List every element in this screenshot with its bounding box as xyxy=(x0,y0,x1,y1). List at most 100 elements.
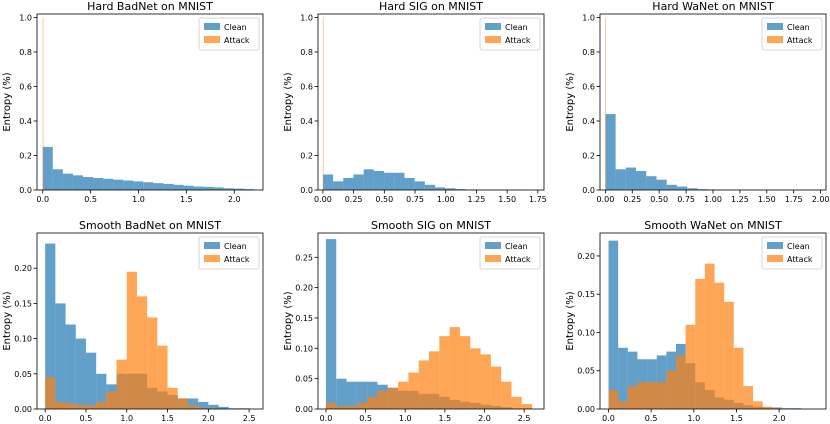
y-tick-label: 0.6 xyxy=(19,82,32,91)
histogram-bar xyxy=(608,389,619,409)
histogram-bar xyxy=(336,378,347,409)
y-tick-label: 0.25 xyxy=(295,253,313,262)
histogram-bar xyxy=(126,271,137,409)
legend-swatch-clean xyxy=(204,23,220,30)
y-tick-label: 0.00 xyxy=(14,405,32,414)
y-axis-label: Entropy (%) xyxy=(2,72,13,131)
histogram-bar xyxy=(346,405,357,409)
x-tick-label: 1.5 xyxy=(180,195,193,204)
legend-swatch-attack xyxy=(485,36,501,43)
histogram-bar xyxy=(223,188,234,190)
histogram-bar xyxy=(103,178,114,190)
histogram-bar xyxy=(615,169,626,190)
histogram-bar xyxy=(605,17,606,191)
y-tick-label: 0.10 xyxy=(295,344,313,353)
y-tick-label: 0.0 xyxy=(582,186,595,195)
y-tick-label: 0.20 xyxy=(577,252,595,261)
legend-swatch-attack xyxy=(485,255,501,262)
histogram-bar xyxy=(511,396,522,409)
legend-swatch-attack xyxy=(767,255,783,262)
series-attack xyxy=(605,17,606,191)
y-axis-label: Entropy (%) xyxy=(565,291,576,350)
histogram-bar xyxy=(753,401,763,409)
x-tick-label: 0.75 xyxy=(677,195,695,204)
legend: Clean Attack xyxy=(198,17,260,51)
x-tick-label: 0.5 xyxy=(84,195,97,204)
panel-title: Smooth BadNet on MNIST xyxy=(79,219,221,232)
histogram-bar xyxy=(418,360,430,409)
x-tick-label: 0.5 xyxy=(645,414,658,423)
histogram-bar xyxy=(82,177,94,190)
histogram-bar xyxy=(445,188,456,190)
legend-label-clean: Clean xyxy=(224,23,247,32)
histogram-bar xyxy=(147,317,158,409)
histogram-bar xyxy=(213,187,224,190)
y-tick-label: 1.0 xyxy=(582,13,595,22)
panel-title: Smooth SIG on MNIST xyxy=(371,219,491,232)
histogram-bar xyxy=(695,278,705,409)
histogram-bar xyxy=(743,386,754,409)
legend-label-attack: Attack xyxy=(224,255,250,264)
y-tick-label: 0.2 xyxy=(582,151,595,160)
y-tick-label: 0.0 xyxy=(300,186,313,195)
y-tick-label: 0.15 xyxy=(14,299,32,308)
histogram-bar xyxy=(42,17,44,191)
x-tick-label: 1.75 xyxy=(529,195,547,204)
histogram-bar xyxy=(208,404,219,409)
x-tick-label: 0.50 xyxy=(650,195,668,204)
histogram-bar xyxy=(116,359,127,409)
histogram-bar xyxy=(233,188,244,190)
y-axis-label: Entropy (%) xyxy=(283,72,294,131)
histogram-bar xyxy=(377,390,388,409)
series-attack xyxy=(608,263,782,409)
histogram-bar xyxy=(373,171,385,190)
histogram-bar xyxy=(398,381,409,409)
y-tick-label: 0.10 xyxy=(14,335,32,344)
legend: Clean Attack xyxy=(198,236,260,270)
y-tick-label: 0.00 xyxy=(295,405,313,414)
x-tick-label: 2.5 xyxy=(243,414,256,423)
histogram-bar xyxy=(608,240,619,409)
legend-label-clean: Clean xyxy=(787,242,810,251)
histogram-bar xyxy=(65,403,76,409)
histogram-bar xyxy=(675,355,686,409)
histogram-bar xyxy=(363,169,374,190)
histogram-bar xyxy=(198,401,209,409)
x-tick-label: 1.00 xyxy=(437,195,455,204)
axes-frame xyxy=(599,232,827,410)
x-tick-label: 1.25 xyxy=(731,195,749,204)
histogram-bar xyxy=(193,186,204,190)
histogram-bar xyxy=(676,186,688,190)
histogram-bar xyxy=(367,381,378,409)
y-tick-label: 0.10 xyxy=(577,328,595,337)
histogram-bar xyxy=(455,189,466,190)
x-tick-label: 2.00 xyxy=(812,195,830,204)
histogram-bar xyxy=(325,239,337,409)
histogram-bar xyxy=(243,189,254,190)
x-tick-label: 0.0 xyxy=(39,414,52,423)
histogram-bar xyxy=(429,351,440,409)
histogram-bar xyxy=(75,404,86,409)
histogram-bar xyxy=(637,382,648,409)
x-tick-label: 1.5 xyxy=(439,414,452,423)
legend-label-attack: Attack xyxy=(787,36,813,45)
panel-hard-badnet: Hard BadNet on MNIST Entropy (%) 0.0 0.5 1… xyxy=(2,0,264,204)
x-tick-label: 1.50 xyxy=(498,195,516,204)
histogram-bar xyxy=(618,347,628,409)
histogram-bar xyxy=(625,167,637,190)
legend-swatch-clean xyxy=(767,23,783,30)
panel-smooth-badnet: Smooth BadNet on MNIST Entropy (%) 0.0 0.… xyxy=(2,219,264,423)
histogram-bar xyxy=(521,404,533,409)
legend-label-clean: Clean xyxy=(787,23,810,32)
x-tick-label: 0.50 xyxy=(375,195,393,204)
histogram-bar xyxy=(656,382,667,409)
panel-smooth-wanet: Smooth WaNet on MNIST Entropy (%) 0.0 0.5… xyxy=(565,219,827,423)
histogram-bar xyxy=(435,187,446,190)
histogram-bar xyxy=(143,182,154,190)
x-tick-label: 1.75 xyxy=(785,195,803,204)
histogram-bar xyxy=(93,177,104,190)
legend-label-attack: Attack xyxy=(505,36,531,45)
x-tick-label: 0.75 xyxy=(406,195,424,204)
y-tick-label: 0.05 xyxy=(14,370,32,379)
